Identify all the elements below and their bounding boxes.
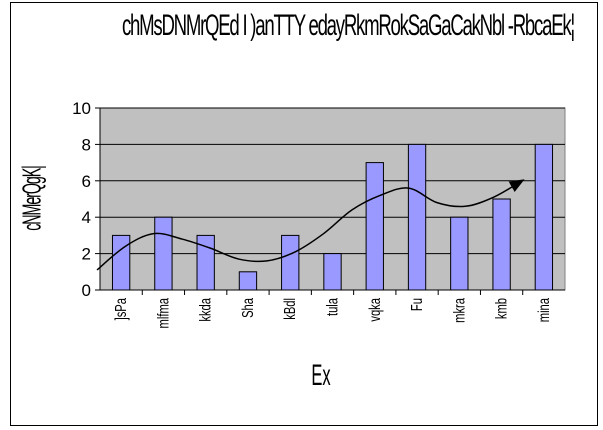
y-tick-label: 0 [82,281,91,300]
x-tick-label: mlfma [153,298,172,329]
x-tick-label: mkra [449,298,468,323]
x-tick-label: vqka [365,298,384,322]
bar [238,271,258,291]
trend-line [96,179,525,271]
y-tick-label: 10 [72,99,91,118]
x-axis-label: Ex [311,359,331,392]
bar [281,234,300,291]
x-tick-label: Sha [238,298,257,318]
y-tick-label: 4 [82,208,91,227]
bar [534,143,554,291]
bar [111,234,131,291]
x-tick-label: Fu [407,298,426,311]
x-tick-label: kBdl [280,298,299,320]
bar [365,162,384,291]
x-tick-label: mina [534,298,553,323]
x-tick-label: kmb [492,298,511,319]
bar [154,216,173,291]
bar [450,216,469,291]
x-tick-label: tula [322,298,341,316]
y-tick-label: 2 [82,245,91,264]
x-tick-label: ]sPa [111,298,130,321]
x-tick-label: kkda [196,298,215,322]
bar [196,234,215,291]
bar [492,198,511,291]
bar [323,253,342,291]
bar [407,143,427,291]
y-tick-label: 8 [82,135,91,154]
y-tick-label: 6 [82,172,91,191]
